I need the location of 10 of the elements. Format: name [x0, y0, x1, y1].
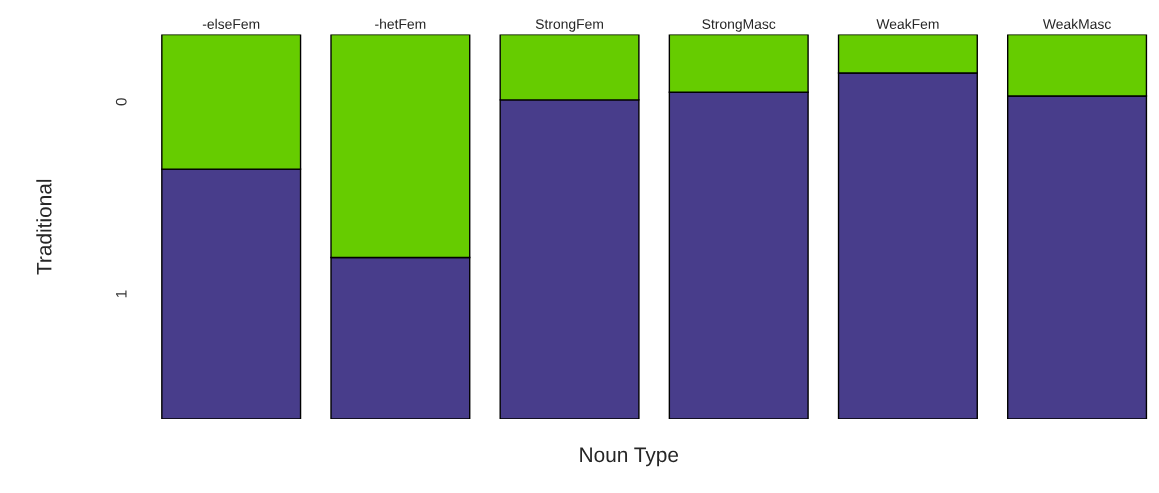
text: 0 [115, 98, 127, 106]
x-axis-title: Noun Type [580, 447, 679, 467]
x-tick-label: -elseFem [202, 18, 260, 29]
x-tick-label: WeakFem [876, 18, 939, 29]
x-tick-label: WeakMasc [1042, 18, 1111, 29]
x-tick-label: StrongMasc [702, 19, 776, 32]
x-tick-label: StrongFem [535, 19, 603, 32]
x-tick-label: -hetFem [375, 18, 426, 29]
text: 1 [116, 290, 127, 298]
y-axis-title: Traditional [36, 179, 52, 275]
